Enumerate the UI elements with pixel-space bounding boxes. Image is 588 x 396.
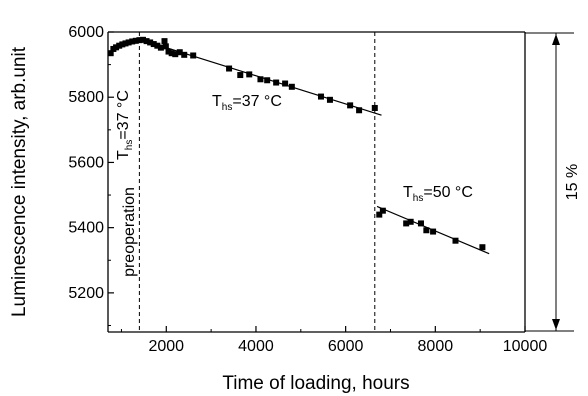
y-tick-label: 5200 bbox=[68, 285, 104, 302]
data-point bbox=[165, 48, 172, 55]
x-tick-label: 8000 bbox=[418, 338, 454, 355]
preoperation-label: preoperation bbox=[121, 187, 138, 277]
data-point bbox=[423, 227, 430, 234]
data-point bbox=[157, 44, 164, 51]
bracket-arrow-down bbox=[552, 319, 560, 330]
t37-left-main: T bbox=[115, 150, 132, 160]
data-point bbox=[237, 72, 244, 79]
t50-main: T bbox=[403, 184, 413, 201]
data-point bbox=[129, 38, 136, 45]
x-tick-label: 6000 bbox=[328, 338, 364, 355]
data-point bbox=[379, 207, 386, 214]
data-point bbox=[347, 102, 354, 109]
t50-sub: hs bbox=[413, 193, 424, 204]
data-point bbox=[257, 76, 264, 83]
t37-mid-label: Ths=37 °C bbox=[212, 93, 282, 113]
data-point bbox=[176, 49, 183, 56]
y-tick-label: 5600 bbox=[68, 154, 104, 171]
t50-value: =50 °C bbox=[423, 184, 473, 201]
data-point bbox=[317, 93, 324, 100]
data-point bbox=[132, 37, 139, 44]
data-point bbox=[190, 52, 197, 59]
x-tick-label: 2000 bbox=[148, 338, 184, 355]
t37-left-label: Ths=37 °C bbox=[115, 90, 135, 160]
data-point bbox=[430, 228, 437, 235]
data-point bbox=[143, 38, 150, 45]
data-point bbox=[246, 71, 253, 78]
data-point bbox=[288, 83, 295, 90]
data-point bbox=[113, 44, 120, 51]
data-point bbox=[172, 51, 179, 58]
data-point bbox=[107, 50, 114, 57]
t37-mid-value: =37 °C bbox=[232, 93, 282, 110]
tick-labels: 2000 4000 6000 8000 10000 5200 5400 5600 5800 600… bbox=[68, 24, 547, 355]
t50-label: Ths=50 °C bbox=[403, 184, 473, 204]
y-tick-label: 5800 bbox=[68, 89, 104, 106]
data-points bbox=[107, 36, 486, 251]
data-point bbox=[264, 77, 271, 84]
data-point bbox=[226, 65, 233, 72]
data-point bbox=[119, 41, 126, 48]
data-point bbox=[147, 39, 154, 46]
percent-label: 15 % bbox=[564, 164, 581, 200]
data-point bbox=[376, 211, 383, 218]
vertical-markers bbox=[138, 32, 376, 332]
x-tick-label: 4000 bbox=[238, 338, 274, 355]
data-point bbox=[139, 36, 146, 43]
data-point bbox=[161, 38, 168, 45]
bracket-arrow-up bbox=[552, 34, 560, 45]
x-tick-label: 10000 bbox=[503, 338, 548, 355]
data-point bbox=[125, 39, 132, 46]
ticks bbox=[108, 31, 526, 332]
t37-mid-sub: hs bbox=[222, 102, 233, 113]
data-point bbox=[162, 43, 169, 50]
t37-left-sub: hs bbox=[124, 140, 135, 151]
data-point bbox=[116, 42, 123, 49]
t37-mid-main: T bbox=[212, 93, 222, 110]
fit-lines bbox=[152, 42, 490, 255]
data-point bbox=[371, 104, 378, 111]
data-point bbox=[407, 218, 414, 225]
data-point bbox=[122, 40, 129, 47]
data-point bbox=[417, 220, 424, 227]
data-point bbox=[136, 37, 143, 44]
data-point bbox=[356, 107, 363, 114]
data-point bbox=[479, 244, 486, 251]
y-tick-label: 5400 bbox=[68, 220, 104, 237]
data-point bbox=[326, 96, 333, 103]
data-point bbox=[282, 80, 289, 87]
y-axis-title: Luminescence intensity, arb.unit bbox=[9, 46, 30, 317]
data-point bbox=[150, 41, 157, 48]
y-tick-label: 6000 bbox=[68, 24, 104, 41]
data-point bbox=[273, 79, 280, 86]
data-point bbox=[168, 50, 175, 57]
data-point bbox=[154, 42, 161, 49]
data-point bbox=[181, 51, 188, 58]
t37-left-value: =37 °C bbox=[115, 90, 132, 140]
data-point bbox=[403, 220, 410, 227]
x-axis-title: Time of loading, hours bbox=[222, 373, 409, 394]
data-point bbox=[452, 237, 459, 244]
